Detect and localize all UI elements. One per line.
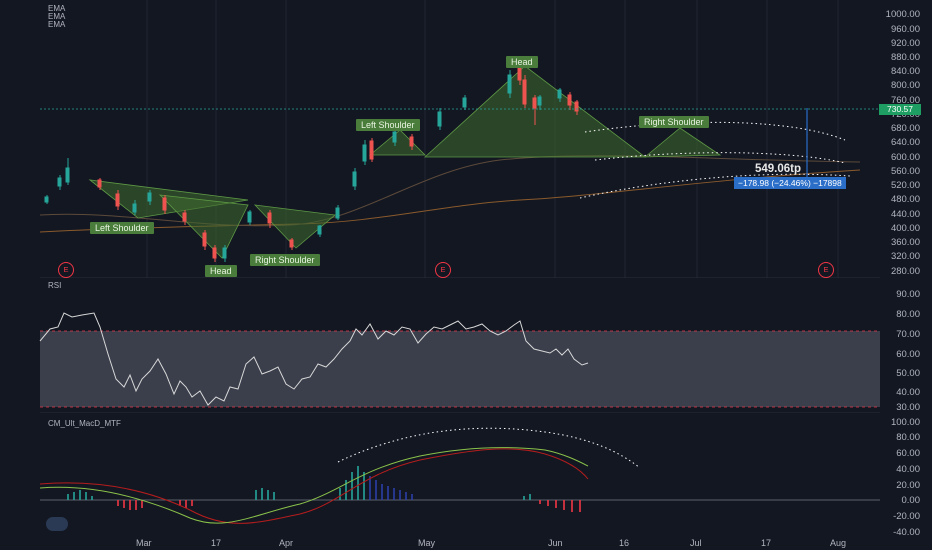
rsi-tick: 50.00: [896, 368, 920, 379]
price-tick: 400.00: [890, 223, 920, 234]
ema-label-1[interactable]: EMA: [48, 4, 66, 13]
time-tick: Mar: [136, 538, 152, 548]
macd-tick: 0.00: [901, 495, 921, 506]
rsi-tick: 60.00: [896, 349, 920, 360]
price-tick: 680.00: [890, 123, 920, 134]
price-tick: 1000.00: [885, 9, 920, 20]
earnings-badge-3[interactable]: E: [818, 262, 834, 278]
left-shoulder-label-2[interactable]: Left Shoulder: [356, 119, 420, 131]
rsi-tick: 40.00: [896, 387, 920, 398]
price-tick: 280.00: [890, 266, 920, 277]
price-tick: 640.00: [890, 137, 920, 148]
price-pane[interactable]: [0, 0, 880, 278]
ema-label-2[interactable]: EMA: [48, 12, 66, 21]
macd-tick: -20.00: [893, 511, 920, 522]
right-shoulder-label-2[interactable]: Right Shoulder: [639, 116, 709, 128]
price-axis[interactable]: 1000.00 960.00 920.00 880.00 840.00 800.…: [880, 0, 932, 278]
macd-tick: 80.00: [896, 432, 920, 443]
left-shoulder-label-1[interactable]: Left Shoulder: [90, 222, 154, 234]
ema-label-3[interactable]: EMA: [48, 20, 66, 29]
macd-tick: -40.00: [893, 527, 920, 538]
time-tick: 17: [211, 538, 222, 548]
ema-line-slow: [39, 169, 861, 233]
price-tick: 560.00: [890, 166, 920, 177]
price-tick: 360.00: [890, 237, 920, 248]
price-tick: 480.00: [890, 194, 920, 205]
price-tick: 880.00: [890, 52, 920, 63]
macd-pane[interactable]: [0, 414, 880, 538]
macd-tick: 20.00: [896, 480, 920, 491]
rsi-label[interactable]: RSI: [48, 281, 62, 290]
current-price-tag: 730.57: [879, 104, 921, 115]
macd-axis: 100.00 80.00 60.00 40.00 20.00 0.00 -20.…: [880, 414, 932, 538]
time-tick: 16: [619, 538, 630, 548]
time-tick: Jun: [548, 538, 563, 548]
time-axis[interactable]: Mar 17 Apr May Jun 16 Jul 17 Aug: [0, 538, 932, 550]
target-price-label: 549.06tp: [755, 163, 802, 175]
price-tick: 440.00: [890, 209, 920, 220]
rsi-tick: 80.00: [896, 309, 920, 320]
macd-tick: 100.00: [890, 417, 920, 428]
macd-label[interactable]: CM_Ult_MacD_MTF: [48, 419, 121, 428]
time-tick: 17: [761, 538, 772, 548]
ema-line-mid: [39, 155, 861, 227]
price-tick: 920.00: [890, 38, 920, 49]
rsi-chart[interactable]: [0, 279, 880, 413]
price-tick: 320.00: [890, 251, 920, 262]
candles: [44, 65, 579, 262]
macd-chart[interactable]: [0, 414, 880, 538]
rsi-axis: 90.00 80.00 70.00 60.00 50.00 40.00 30.0…: [880, 279, 932, 413]
measure-result-label: −178.98 (−24.46%) −17898: [734, 177, 846, 189]
macd-line: [39, 447, 589, 524]
head-label-2[interactable]: Head: [506, 56, 538, 68]
macd-projection-arc: [337, 427, 641, 469]
projection-arc-1: [584, 121, 846, 141]
app-logo-icon[interactable]: [46, 517, 68, 531]
macd-tick: 40.00: [896, 464, 920, 475]
projection-arc-3: [579, 173, 851, 199]
macd-tick: 60.00: [896, 448, 920, 459]
pattern-right-shoulder-1: [253, 204, 336, 249]
rsi-tick: 70.00: [896, 329, 920, 340]
time-tick: May: [418, 538, 436, 548]
pattern-left-shoulder-2: [368, 129, 426, 156]
rsi-pane[interactable]: [0, 279, 880, 413]
earnings-badge-2[interactable]: E: [435, 262, 451, 278]
rsi-tick: 30.00: [896, 402, 920, 413]
time-tick: Aug: [830, 538, 847, 548]
head-label-1[interactable]: Head: [205, 265, 237, 277]
price-tick: 600.00: [890, 152, 920, 163]
time-tick: Apr: [279, 538, 294, 548]
macd-histogram: [67, 466, 581, 512]
price-tick: 800.00: [890, 80, 920, 91]
price-tick: 960.00: [890, 24, 920, 35]
price-tick: 760.00: [890, 95, 920, 106]
earnings-badge-1[interactable]: E: [58, 262, 74, 278]
price-chart[interactable]: [0, 0, 880, 278]
macd-signal-line: [39, 448, 589, 524]
rsi-line: [39, 312, 589, 406]
price-tick: 520.00: [890, 180, 920, 191]
rsi-tick: 90.00: [896, 289, 920, 300]
pattern-right-shoulder-2: [643, 127, 722, 158]
pattern-head-1: [158, 194, 249, 259]
right-shoulder-label-1[interactable]: Right Shoulder: [250, 254, 320, 266]
time-tick: Jul: [690, 538, 702, 548]
price-tick: 840.00: [890, 66, 920, 77]
